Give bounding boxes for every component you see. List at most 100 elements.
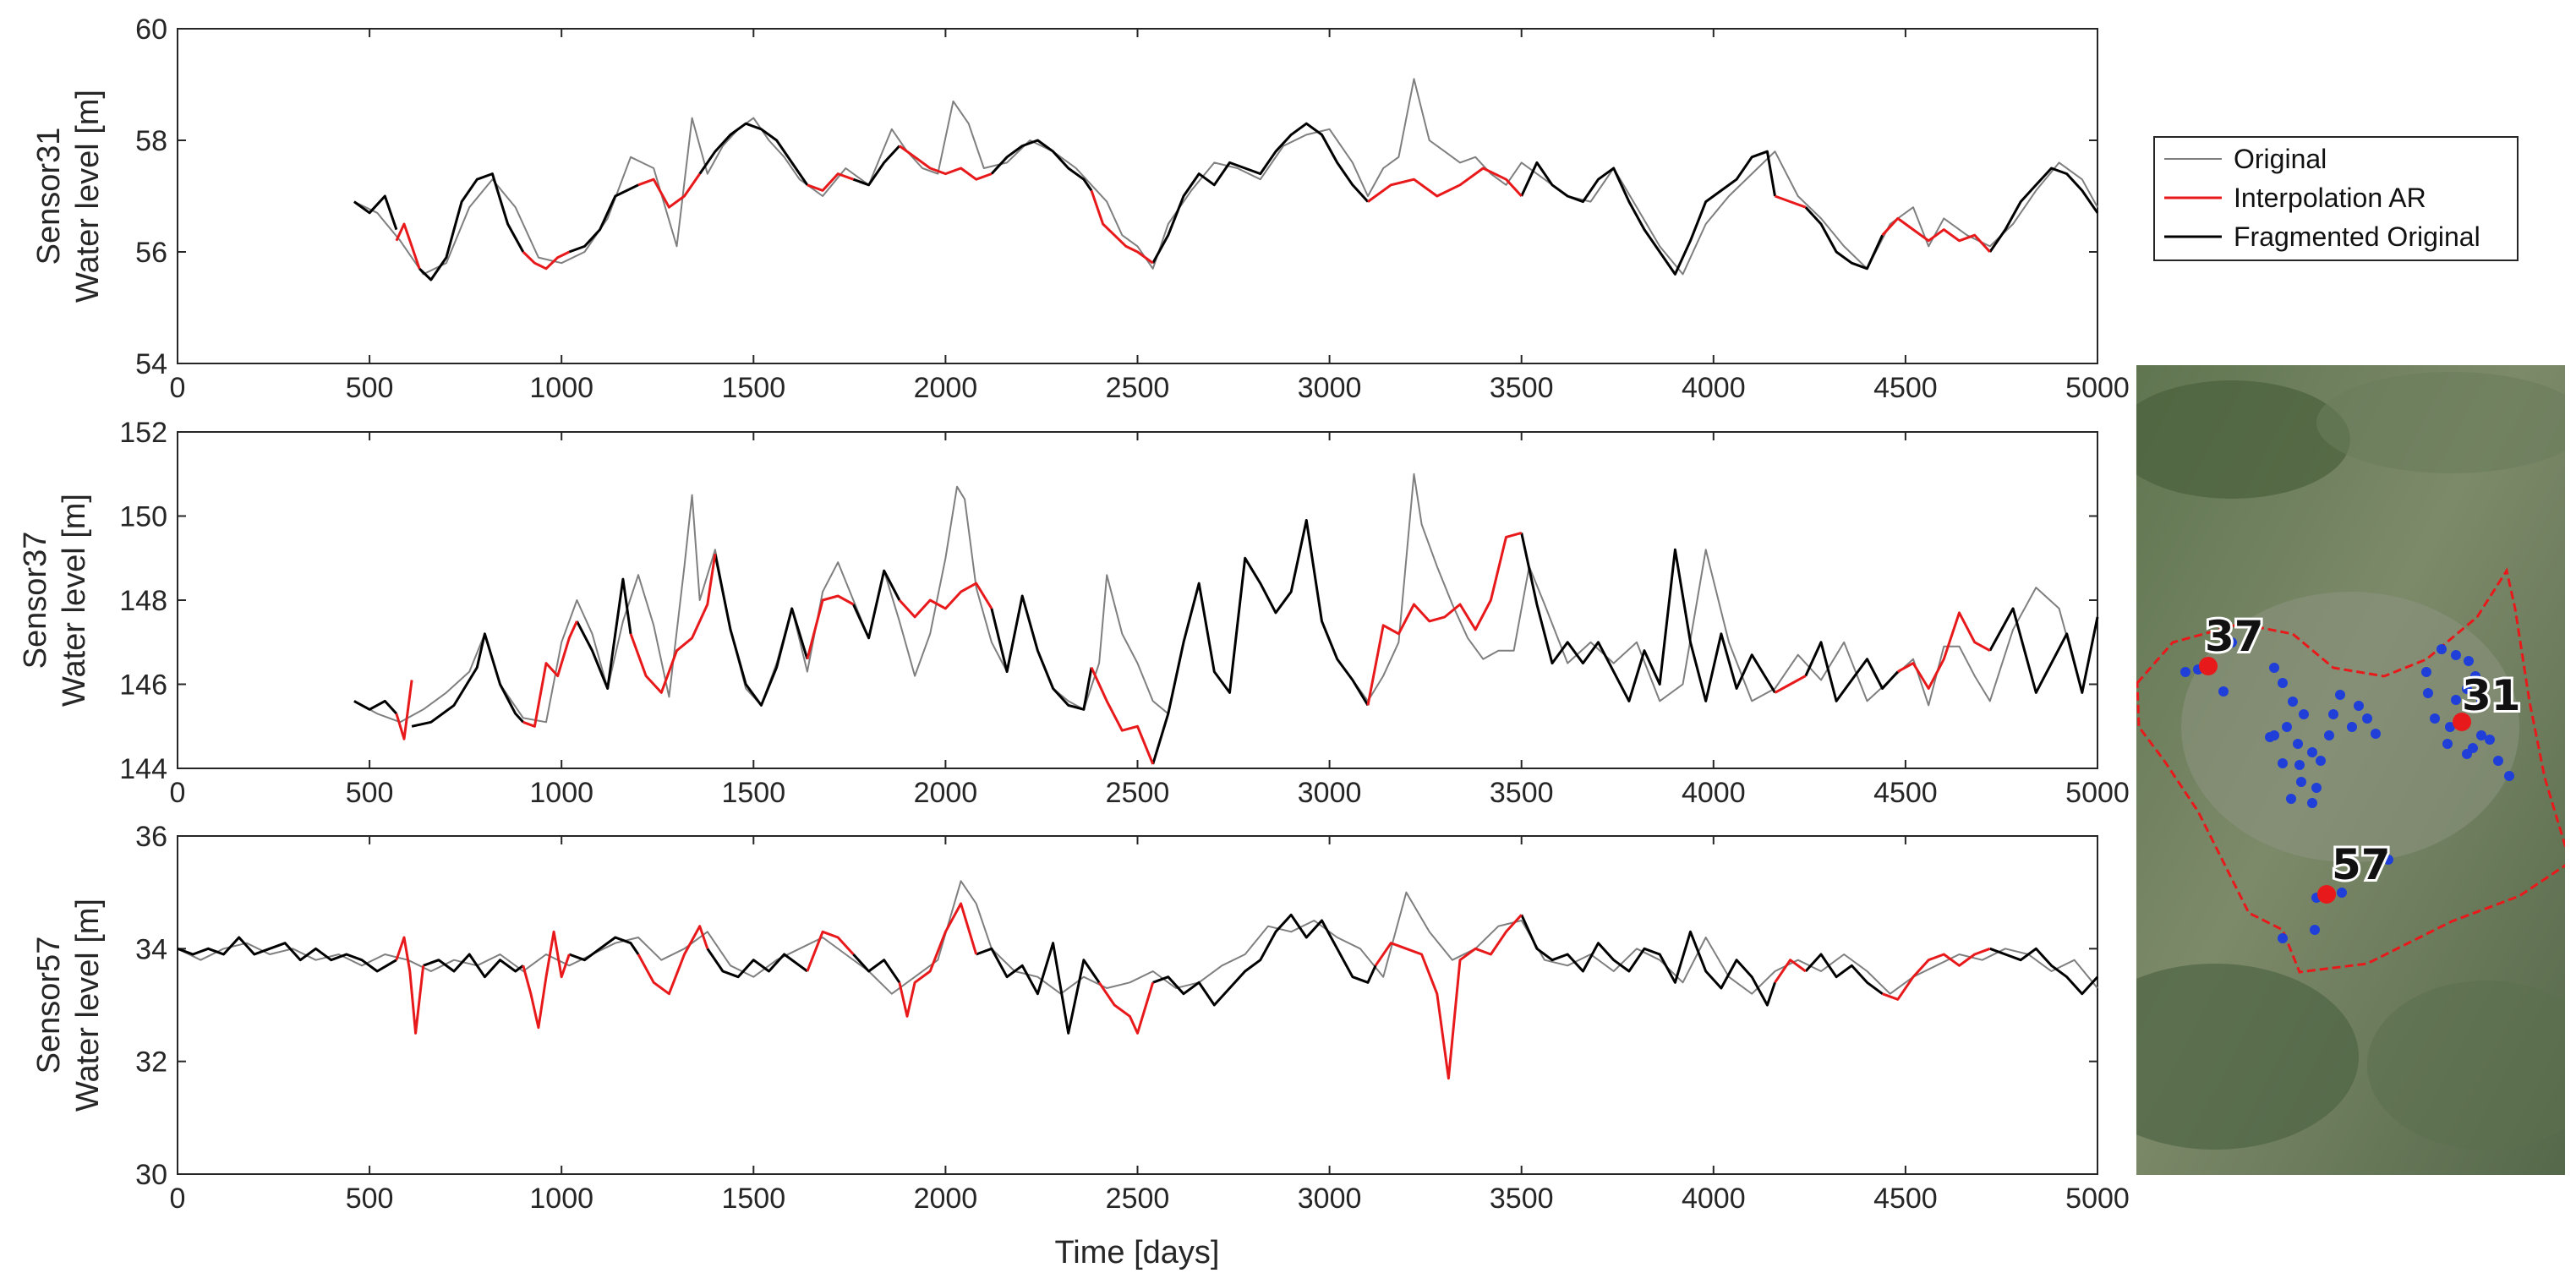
series-line-interpolation-ar [1882, 947, 1991, 1001]
sensor-dot [2299, 709, 2309, 719]
x-tick-label: 500 [346, 1183, 394, 1215]
y-tick-label: 58 [135, 125, 167, 157]
x-tick-label: 2500 [1106, 1183, 1170, 1215]
series-line-fragmented-original [1804, 641, 1899, 702]
sensor-dot [2307, 798, 2317, 808]
sensor-dot [2278, 678, 2288, 688]
series-line-fragmented-original [1804, 953, 1884, 995]
x-tick-label: 1500 [721, 372, 785, 404]
sensor-dot [2451, 695, 2461, 705]
sensor-dot [2278, 933, 2288, 943]
series-line-interpolation-ar [807, 172, 854, 192]
x-tick-label: 0 [170, 1183, 186, 1215]
series-line-fragmented-original [1989, 947, 2099, 996]
map-field-patch [2316, 372, 2565, 473]
x-axis-label: Time [days] [1055, 1235, 1220, 1270]
series-line-fragmented-original [568, 936, 640, 962]
sensor-dot [2371, 729, 2381, 739]
series-line-interpolation-ar [898, 902, 978, 1018]
sensor-dot [2464, 656, 2474, 666]
sensor-dot [2383, 855, 2393, 865]
ylabel-sensor31-top: Sensor31 [31, 128, 67, 265]
ylabel-sensor57-bottom: Water level [m] [70, 899, 106, 1112]
sensor-dot [2328, 709, 2338, 719]
x-tick-label: 2500 [1106, 777, 1170, 809]
series-line-fragmented-original [852, 953, 901, 984]
sensor-dot [2445, 722, 2455, 732]
series-line-original [177, 880, 2098, 995]
x-tick-label: 2500 [1106, 372, 1170, 404]
sensor-dot [2337, 888, 2347, 898]
series-line-fragmented-original [1151, 122, 1370, 264]
sensor-dot [2347, 722, 2357, 732]
series-line-fragmented-original [411, 632, 524, 728]
sensor-dot [2423, 688, 2433, 698]
series-line-fragmented-original [1152, 913, 1377, 1007]
x-tick-label: 3500 [1490, 777, 1554, 809]
y-tick-label: 144 [119, 753, 167, 785]
series-line-fragmented-original [1988, 607, 2099, 694]
series-line-interpolation-ar [1774, 959, 1807, 984]
sensor-dot [2324, 730, 2334, 740]
x-tick-label: 500 [346, 777, 394, 809]
series-line-original [353, 473, 2098, 724]
sensor-dots [2180, 637, 2514, 943]
y-tick-label: 152 [119, 417, 167, 449]
sensor-dot [2296, 777, 2306, 787]
ylabel-sensor31-bottom: Water level [m] [70, 90, 106, 303]
plot-area-sensor37 [177, 431, 2098, 769]
series-line-fragmented-original [990, 594, 1093, 711]
series-line-interpolation-ar [629, 554, 717, 694]
sensor-dot [2307, 747, 2317, 757]
series-line-interpolation-ar [1774, 675, 1807, 694]
satellite-map: 37 31 57 [2136, 365, 2565, 1175]
y-tick-label: 32 [135, 1046, 167, 1079]
map-label-31: 31 [2462, 671, 2521, 720]
series-line-interpolation-ar [1374, 914, 1523, 1080]
sensor-dot [2485, 735, 2495, 745]
sensor-dot [2437, 644, 2447, 654]
series-line-interpolation-ar [1774, 194, 1807, 209]
x-tick-label: 1500 [721, 777, 785, 809]
series-line-fragmented-original [353, 194, 398, 231]
x-tick-label: 5000 [2065, 777, 2130, 809]
legend-label-interpolation-ar: Interpolation AR [2234, 183, 2426, 213]
y-tick-label: 34 [135, 933, 167, 965]
x-tick-label: 0 [170, 777, 186, 809]
panel-sensor37: 0 500 1000 1500 2000 2500 3000 3500 4000 4500 5000… [18, 417, 2130, 809]
y-tick-label: 146 [119, 669, 167, 702]
series-line-fragmented-original [177, 936, 397, 973]
x-tick-label: 3000 [1298, 372, 1362, 404]
series-line-interpolation-ar [898, 582, 993, 619]
legend: Original Interpolation AR Fragmented Ori… [2153, 136, 2519, 261]
study-area-boundary [2136, 567, 2565, 974]
sensor-dot [2442, 739, 2453, 749]
sensor-dot [2310, 925, 2320, 935]
y-tick-label: 148 [119, 585, 167, 617]
map-label-37: 37 [2205, 612, 2264, 661]
x-tick-label: 500 [346, 372, 394, 404]
ylabel-sensor37-top: Sensor37 [18, 532, 53, 669]
legend-label-original: Original [2234, 144, 2327, 174]
series-line-fragmented-original [418, 172, 525, 281]
sensor-dot [2286, 794, 2296, 804]
x-tick-label: 5000 [2065, 1183, 2130, 1215]
series-line-interpolation-ar [806, 930, 855, 972]
series-line-fragmented-original [706, 948, 808, 979]
x-tick-label: 4000 [1682, 777, 1746, 809]
sensor-dot [2470, 671, 2480, 681]
x-tick-label: 3000 [1298, 1183, 1362, 1215]
panel-sensor31: 0 500 1000 1500 2000 2500 3000 3500 4000 4500 5000… [31, 14, 2130, 404]
plot-area-sensor57 [177, 835, 2098, 1175]
series-line-fragmented-original [1988, 167, 2099, 253]
series-line-fragmented-original [353, 699, 398, 715]
x-tick-label: 0 [170, 372, 186, 404]
map-forest-patch [2136, 380, 2350, 499]
x-tick-label: 3500 [1490, 372, 1554, 404]
series-line-interpolation-ar [395, 936, 425, 1035]
y-tick-label: 54 [135, 348, 167, 380]
series-group-sensor37 [353, 473, 2099, 765]
x-tick-label: 4000 [1682, 1183, 1746, 1215]
sensor-dot [2362, 713, 2372, 724]
sensor-57-marker [2317, 885, 2336, 904]
